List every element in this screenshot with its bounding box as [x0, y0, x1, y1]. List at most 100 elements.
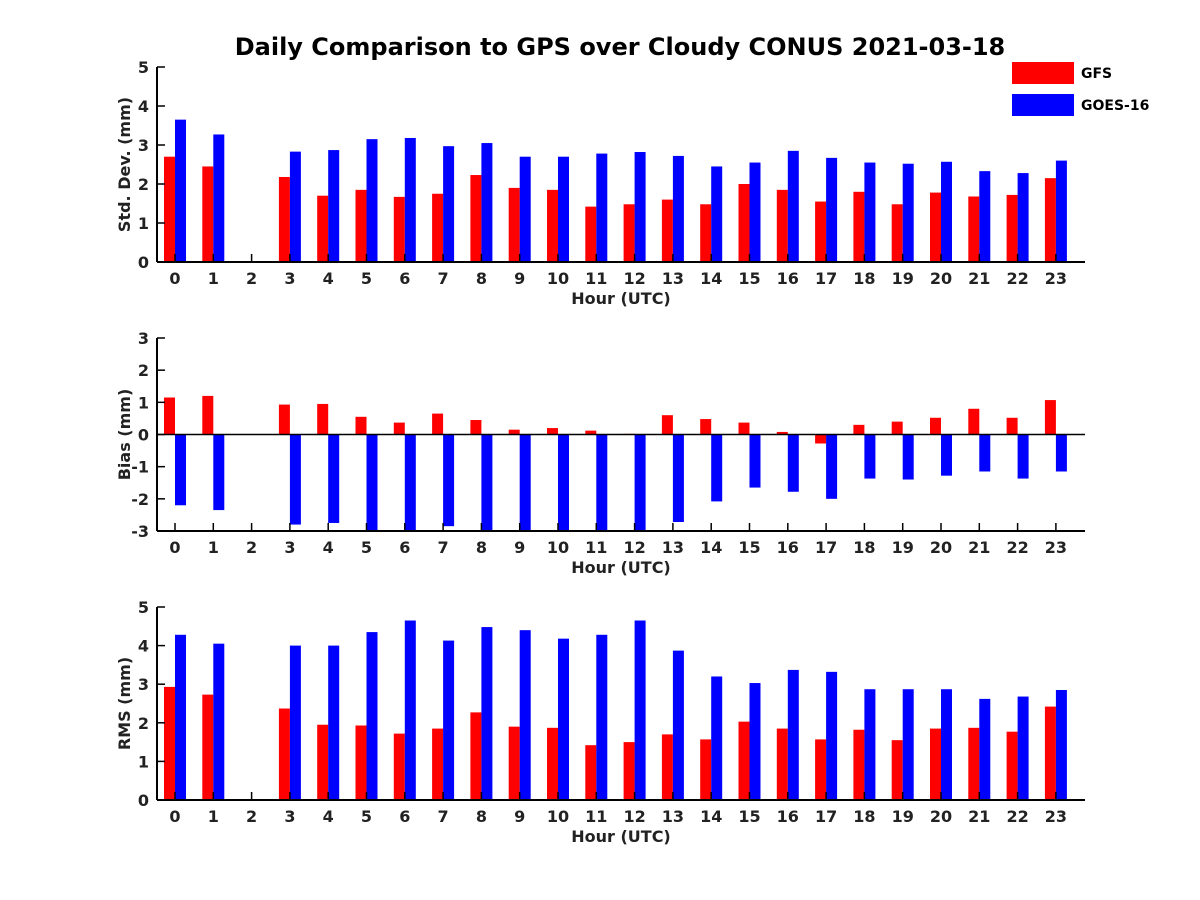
legend-label-gfs: GFS [1081, 66, 1112, 82]
bar-goes16-hour-17 [826, 157, 838, 262]
bar-goes16-hour-18 [864, 434, 876, 479]
bar-goes16-hour-9 [519, 156, 531, 262]
bar-gfs-hour-15 [738, 721, 750, 800]
bar-gfs-hour-13 [661, 734, 673, 800]
bar-goes16-hour-19 [902, 163, 914, 262]
bar-goes16-hour-13 [672, 434, 684, 522]
bar-goes16-hour-11 [596, 153, 608, 262]
x-tick-label: 5 [361, 538, 372, 557]
x-tick-label: 6 [399, 807, 410, 826]
bar-goes16-hour-21 [979, 171, 991, 262]
bar-gfs-hour-16 [776, 189, 788, 262]
bar-gfs-hour-6 [393, 196, 405, 262]
x-tick-label: 18 [853, 807, 875, 826]
x-tick-label: 23 [1045, 807, 1067, 826]
y-tick-label: 4 [138, 97, 149, 116]
y-tick-label: 3 [138, 136, 149, 155]
bar-goes16-hour-23 [1055, 434, 1067, 472]
bar-goes16-hour-11 [596, 634, 608, 800]
bar-gfs-hour-15 [738, 184, 750, 262]
x-tick-label: 7 [438, 269, 449, 288]
bar-goes16-hour-8 [481, 143, 493, 262]
x-tick-label: 14 [700, 538, 722, 557]
x-tick-label: 12 [623, 807, 645, 826]
x-tick-label: 17 [815, 807, 837, 826]
bar-goes16-hour-12 [634, 620, 646, 800]
bar-goes16-hour-16 [787, 669, 799, 800]
x-tick-label: 0 [169, 538, 180, 557]
x-tick-label: 13 [662, 807, 684, 826]
y-tick-label: -3 [131, 522, 149, 541]
bar-goes16-hour-17 [826, 434, 838, 499]
x-tick-label: 1 [208, 538, 219, 557]
y-tick-label: 0 [138, 426, 149, 445]
x-tick-label: 14 [700, 269, 722, 288]
bar-gfs-hour-22 [1006, 194, 1018, 262]
legend-label-goes16: GOES-16 [1081, 98, 1149, 114]
bar-gfs-hour-14 [700, 739, 712, 800]
bar-gfs-hour-7 [432, 193, 444, 262]
bar-gfs-hour-21 [968, 196, 980, 262]
bar-goes16-hour-6 [404, 620, 416, 800]
x-tick-label: 8 [476, 538, 487, 557]
bar-gfs-hour-4 [317, 195, 329, 262]
bar-gfs-hour-8 [470, 420, 482, 435]
bar-gfs-hour-3 [278, 708, 290, 800]
bar-goes16-hour-5 [366, 632, 378, 800]
bar-goes16-hour-21 [979, 434, 991, 472]
bar-gfs-hour-1 [202, 166, 214, 262]
bar-goes16-hour-22 [1017, 434, 1029, 479]
bar-goes16-hour-16 [787, 434, 799, 492]
bar-goes16-hour-15 [749, 683, 761, 800]
bar-gfs-hour-19 [891, 421, 903, 435]
bar-goes16-hour-9 [519, 630, 531, 800]
x-tick-label: 16 [777, 269, 799, 288]
y-tick-label: 2 [138, 714, 149, 733]
x-tick-label: 2 [246, 269, 257, 288]
x-tick-label: 19 [892, 538, 914, 557]
y-tick-label: 3 [138, 329, 149, 348]
x-tick-label: 13 [662, 538, 684, 557]
bar-goes16-hour-14 [711, 676, 723, 800]
x-tick-label: 13 [662, 269, 684, 288]
bar-gfs-hour-7 [432, 728, 444, 800]
bar-gfs-hour-13 [661, 415, 673, 435]
x-tick-label: 4 [323, 807, 334, 826]
x-tick-label: 11 [585, 269, 607, 288]
x-tick-label: 9 [514, 807, 525, 826]
bar-gfs-hour-16 [776, 728, 788, 800]
x-tick-label: 3 [284, 807, 295, 826]
bar-gfs-hour-11 [585, 206, 597, 262]
bar-goes16-hour-5 [366, 434, 378, 531]
bar-goes16-hour-20 [941, 689, 952, 800]
bar-gfs-hour-20 [930, 417, 941, 435]
bar-gfs-hour-18 [853, 424, 865, 435]
chart-title: Daily Comparison to GPS over Cloudy CONU… [235, 33, 1006, 61]
bar-gfs-hour-0 [164, 156, 175, 262]
bar-goes16-hour-3 [289, 151, 301, 262]
x-tick-label: 15 [738, 538, 760, 557]
x-tick-label: 9 [514, 538, 525, 557]
y-tick-label: 1 [138, 752, 149, 771]
x-tick-label: 10 [547, 269, 569, 288]
bar-goes16-hour-9 [519, 434, 531, 531]
bar-gfs-hour-8 [470, 712, 482, 800]
x-tick-label: 2 [246, 538, 257, 557]
x-tick-label: 17 [815, 269, 837, 288]
y-tick-label: 2 [138, 361, 149, 380]
y-tick-label: 3 [138, 675, 149, 694]
x-tick-label: 20 [930, 269, 952, 288]
bar-goes16-hour-13 [672, 155, 684, 262]
x-tick-label: 6 [399, 538, 410, 557]
bar-gfs-hour-0 [164, 397, 175, 435]
bar-goes16-hour-0 [175, 434, 186, 506]
bar-goes16-hour-15 [749, 434, 761, 488]
bar-goes16-hour-1 [213, 134, 225, 262]
bar-gfs-hour-19 [891, 204, 903, 262]
bar-gfs-hour-5 [355, 189, 367, 262]
bar-gfs-hour-23 [1044, 178, 1056, 262]
x-tick-label: 0 [169, 269, 180, 288]
bar-goes16-hour-10 [558, 434, 569, 531]
bar-goes16-hour-6 [404, 434, 416, 531]
